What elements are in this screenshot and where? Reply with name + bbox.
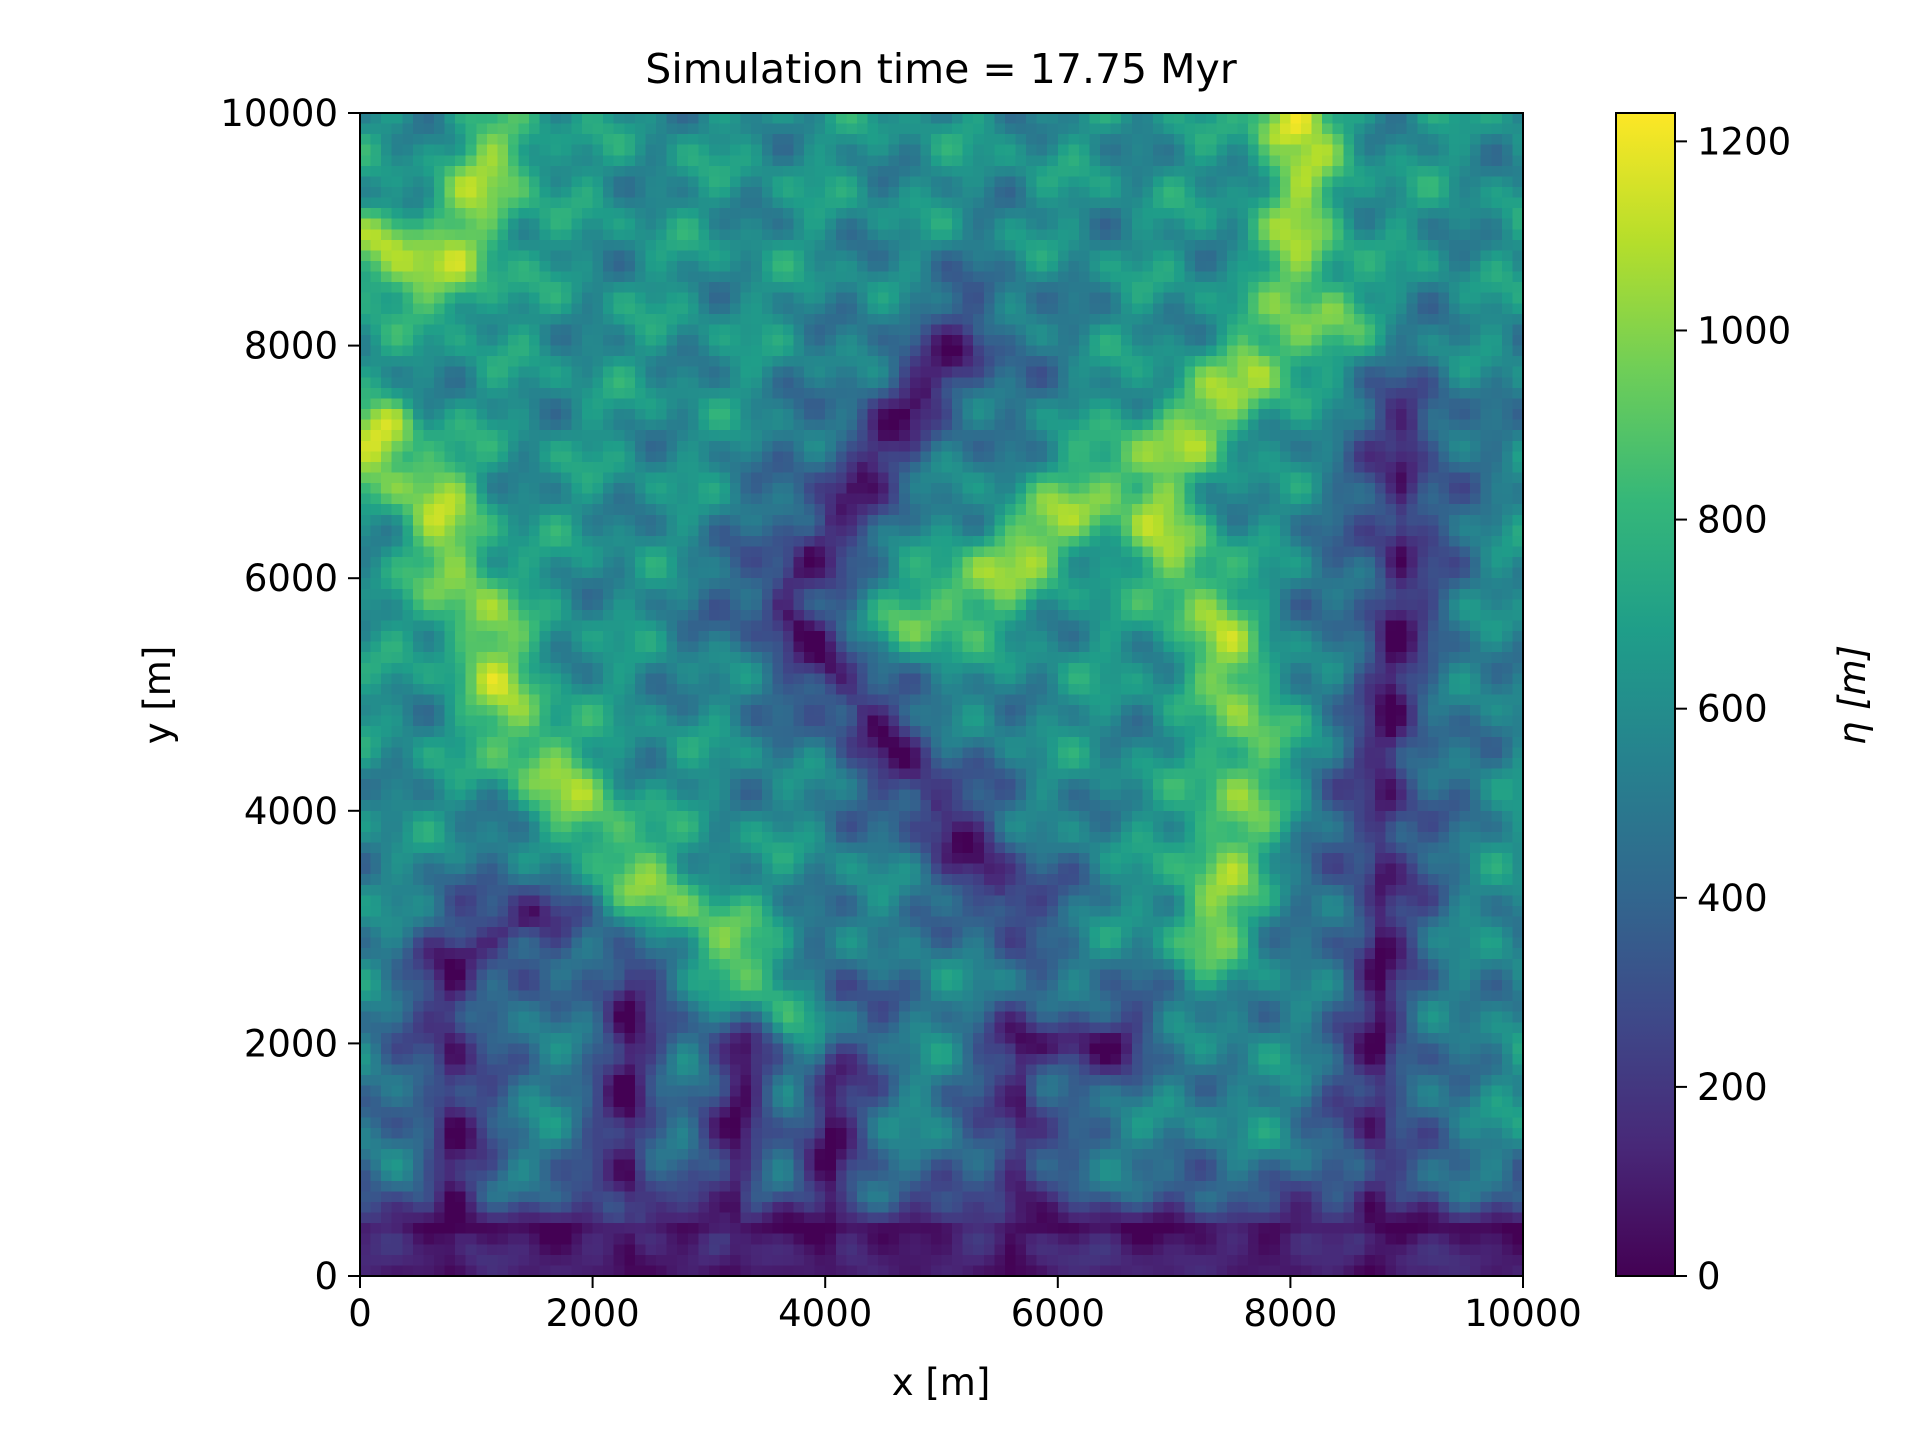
colorbar-tick-label: 0 bbox=[1697, 1255, 1721, 1298]
plot-frame bbox=[359, 112, 1524, 1277]
y-axis-label: y [m] bbox=[136, 646, 179, 745]
x-tick-label: 2000 bbox=[546, 1292, 640, 1335]
x-tick-label: 8000 bbox=[1243, 1292, 1337, 1335]
x-axis: 0 2000 4000 6000 8000 10000 bbox=[348, 1276, 1582, 1335]
colorbar-tick-label: 200 bbox=[1697, 1066, 1768, 1109]
colorbar-ticks: 0 200 400 600 800 1000 1200 bbox=[1675, 120, 1791, 1298]
colorbar-tick-label: 1000 bbox=[1697, 309, 1791, 352]
y-tick-label: 6000 bbox=[244, 557, 338, 600]
colorbar-tick-label: 1200 bbox=[1697, 120, 1791, 163]
y-tick-label: 4000 bbox=[244, 790, 338, 833]
colorbar-tick-label: 600 bbox=[1697, 688, 1768, 731]
y-tick-label: 8000 bbox=[244, 325, 338, 368]
y-tick-label: 2000 bbox=[244, 1022, 338, 1065]
colorbar-label: η [m] bbox=[1831, 645, 1874, 745]
x-tick-label: 10000 bbox=[1464, 1292, 1582, 1335]
colorbar: 0 200 400 600 800 1000 1200 η [m] bbox=[1615, 112, 1874, 1298]
y-axis: 0 2000 4000 6000 8000 10000 bbox=[220, 92, 360, 1298]
chart-title: Simulation time = 17.75 Myr bbox=[645, 45, 1237, 93]
x-tick-label: 6000 bbox=[1011, 1292, 1105, 1335]
y-tick-label: 10000 bbox=[220, 92, 338, 135]
colorbar-gradient bbox=[1615, 112, 1676, 1277]
y-tick-label: 0 bbox=[314, 1255, 338, 1298]
heatmap-plot-area bbox=[359, 112, 1524, 1277]
x-tick-label: 0 bbox=[348, 1292, 372, 1335]
elevation-heatmap bbox=[360, 113, 1523, 1276]
x-tick-label: 4000 bbox=[778, 1292, 872, 1335]
x-axis-label: x [m] bbox=[892, 1361, 991, 1404]
colorbar-tick-label: 800 bbox=[1697, 499, 1768, 542]
colorbar-tick-label: 400 bbox=[1697, 877, 1768, 920]
